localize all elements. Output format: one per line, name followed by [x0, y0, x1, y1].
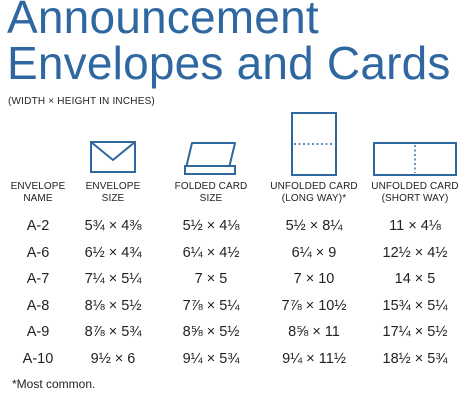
unfolded-card-short-way-icon	[373, 142, 457, 176]
cell-unfolded-short-way: 12½ × 4½	[382, 244, 448, 261]
header-folded-card-size: FOLDED CARD SIZE	[174, 181, 248, 204]
envelope-icon	[90, 141, 136, 173]
cell-folded-card-size: 9¼ × 5¾	[182, 351, 240, 367]
unfolded-card-long-way-icon	[291, 112, 337, 176]
cell-envelope-size: 6½ × 4¾	[84, 244, 142, 261]
cell-unfolded-short-way: 18½ × 5¾	[382, 351, 448, 367]
title-line-1: Announcement	[7, 0, 319, 43]
cell-unfolded-long-way: 6¼ × 9	[291, 244, 337, 261]
cell-envelope-name: A-6	[26, 244, 50, 261]
cell-envelope-name: A-10	[22, 351, 54, 367]
header-envelope-name: ENVELOPE NAME	[10, 181, 66, 204]
cell-envelope-name: A-2	[26, 218, 50, 234]
page-title: Announcement Envelopes and Cards	[7, 0, 451, 86]
cell-unfolded-short-way: 11 × 4⅛	[389, 218, 441, 234]
cell-unfolded-short-way: 15¾ × 5¼	[382, 297, 448, 314]
header-unfolded-short-way: UNFOLDED CARD (SHORT WAY)	[371, 181, 459, 204]
folded-card-icon	[181, 140, 239, 176]
cell-unfolded-short-way: 17¼ × 5½	[382, 324, 448, 341]
cell-envelope-size: 9½ × 6	[90, 351, 136, 367]
cell-folded-card-size: 5½ × 4⅛	[182, 218, 240, 234]
cell-unfolded-long-way: 7⅞ × 10½	[281, 297, 347, 314]
cell-folded-card-size: 8⅝ × 5½	[182, 324, 240, 341]
cell-envelope-name: A-9	[26, 324, 50, 341]
cell-folded-card-size: 7⅞ × 5¼	[182, 297, 240, 314]
header-unfolded-long-way: UNFOLDED CARD (LONG WAY)*	[270, 181, 358, 204]
cell-unfolded-long-way: 5½ × 8¼	[285, 218, 343, 234]
cell-unfolded-short-way: 14 × 5	[394, 271, 436, 288]
cell-folded-card-size: 7 × 5	[194, 271, 228, 288]
cell-envelope-name: A-7	[26, 271, 50, 288]
units-note: (WIDTH × HEIGHT IN INCHES)	[8, 96, 155, 107]
cell-unfolded-long-way: 7 × 10	[293, 271, 335, 288]
footnote: *Most common.	[12, 377, 96, 391]
cell-envelope-name: A-8	[26, 297, 50, 314]
cell-envelope-size: 5¾ × 4⅜	[84, 218, 142, 234]
cell-envelope-size: 8⅛ × 5½	[84, 297, 142, 314]
cell-unfolded-long-way: 9¼ × 11½	[282, 351, 346, 367]
cell-envelope-size: 7¼ × 5¼	[84, 271, 142, 288]
header-envelope-size: ENVELOPE SIZE	[85, 181, 141, 204]
cell-folded-card-size: 6¼ × 4½	[182, 244, 240, 261]
cell-unfolded-long-way: 8⅝ × 11	[288, 324, 340, 341]
cell-envelope-size: 8⅞ × 5¾	[84, 324, 142, 341]
title-line-2: Envelopes and Cards	[7, 37, 451, 89]
